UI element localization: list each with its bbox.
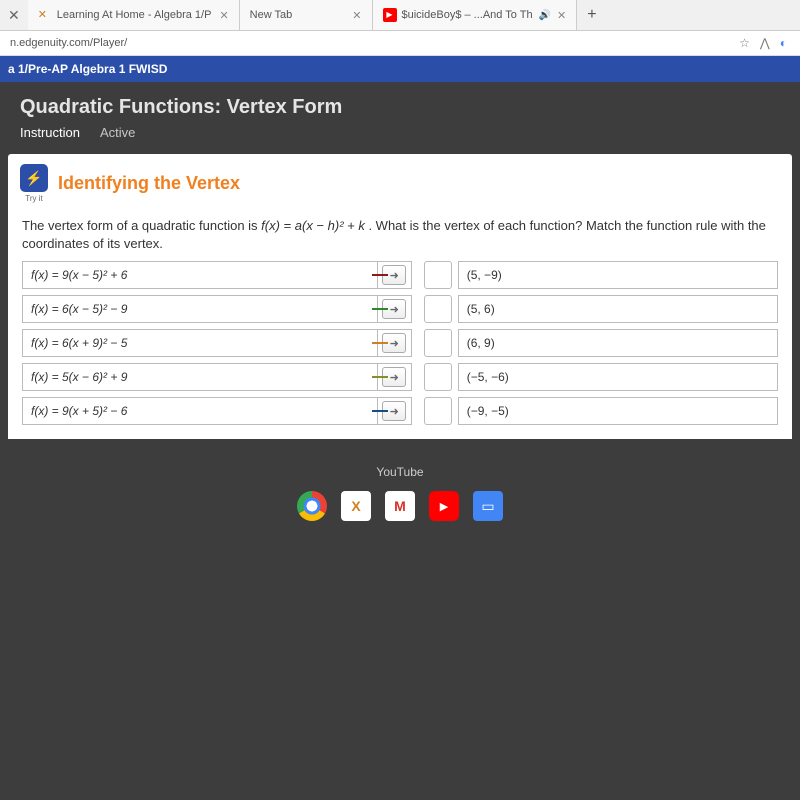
tab-active[interactable]: Active	[100, 125, 135, 140]
new-tab-button[interactable]: +	[577, 6, 606, 24]
url-text[interactable]: n.edgenuity.com/Player/	[5, 37, 739, 49]
browser-tabs-bar: ✕ ✕ Learning At Home - Algebra 1/P ✕ New…	[0, 0, 800, 31]
answer-item: (−5, −6)	[424, 363, 778, 391]
function-item[interactable]: f(x) = 9(x − 5)² + 6 ➜	[22, 261, 412, 289]
answer-text: (−5, −6)	[458, 363, 778, 391]
function-item[interactable]: f(x) = 5(x − 6)² + 9 ➜	[22, 363, 412, 391]
close-tab-icon[interactable]: ✕	[557, 9, 566, 22]
matching-area: f(x) = 9(x − 5)² + 6 ➜ f(x) = 6(x − 5)² …	[8, 261, 792, 439]
function-item[interactable]: f(x) = 6(x + 9)² − 5 ➜	[22, 329, 412, 357]
extension-icon[interactable]: ⋀	[760, 36, 770, 50]
functions-column: f(x) = 9(x − 5)² + 6 ➜ f(x) = 6(x − 5)² …	[22, 261, 412, 425]
function-item[interactable]: f(x) = 6(x − 5)² − 9 ➜	[22, 295, 412, 323]
drop-target[interactable]	[424, 397, 452, 425]
tab-instruction[interactable]: Instruction	[20, 125, 80, 140]
activity-panel: ⚡ Try it Identifying the Vertex The vert…	[8, 154, 792, 439]
panel-title: Identifying the Vertex	[58, 173, 240, 194]
drag-handle[interactable]: ➜	[377, 296, 411, 322]
chrome-icon[interactable]	[297, 491, 327, 521]
drop-target[interactable]	[424, 329, 452, 357]
drag-handle[interactable]: ➜	[377, 398, 411, 424]
question-pre: The vertex form of a quadratic function …	[22, 218, 261, 233]
answers-column: (5, −9) (5, 6) (6, 9) (−5, −6)	[424, 261, 778, 425]
url-actions: ☆ ⋀ ◐	[739, 36, 795, 50]
star-icon[interactable]: ☆	[739, 36, 750, 50]
browser-tab[interactable]: ▶ $uicideBoy$ – ...And To Th 🔊 ✕	[373, 0, 578, 30]
profile-icon[interactable]: ◐	[780, 36, 787, 50]
function-text: f(x) = 5(x − 6)² + 9	[23, 364, 377, 390]
function-text: f(x) = 6(x − 5)² − 9	[23, 296, 377, 322]
screen: ✕ ✕ Learning At Home - Algebra 1/P ✕ New…	[0, 0, 800, 800]
drag-handle[interactable]: ➜	[377, 262, 411, 288]
answer-item: (−9, −5)	[424, 397, 778, 425]
answer-item: (6, 9)	[424, 329, 778, 357]
answer-text: (6, 9)	[458, 329, 778, 357]
url-bar: n.edgenuity.com/Player/ ☆ ⋀ ◐	[0, 31, 800, 56]
content-area: Quadratic Functions: Vertex Form Instruc…	[0, 82, 800, 800]
function-text: f(x) = 9(x + 5)² − 6	[23, 398, 377, 424]
lesson-title: Quadratic Functions: Vertex Form	[20, 96, 780, 119]
question-text: The vertex form of a quadratic function …	[8, 213, 792, 261]
close-tab-icon[interactable]: ✕	[0, 7, 28, 24]
answer-text: (5, −9)	[458, 261, 778, 289]
function-text: f(x) = 6(x + 9)² − 5	[23, 330, 377, 356]
panel-header: ⚡ Try it Identifying the Vertex	[8, 154, 792, 213]
lesson-tabs: Instruction Active	[20, 125, 780, 140]
youtube-tooltip: YouTube	[0, 439, 800, 485]
taskbar-dock: X M ▶ ▭	[0, 485, 800, 535]
youtube-icon[interactable]: ▶	[429, 491, 459, 521]
function-text: f(x) = 9(x − 5)² + 6	[23, 262, 377, 288]
browser-tab[interactable]: New Tab ✕	[240, 0, 373, 30]
tab-favicon-icon: ✕	[38, 8, 52, 22]
course-title: a 1/Pre-AP Algebra 1 FWISD	[8, 62, 167, 76]
drop-target[interactable]	[424, 295, 452, 323]
tab-label: Learning At Home - Algebra 1/P	[57, 9, 212, 21]
answer-item: (5, −9)	[424, 261, 778, 289]
answer-text: (−9, −5)	[458, 397, 778, 425]
audio-icon[interactable]: 🔊	[539, 10, 551, 21]
question-formula: f(x) = a(x − h)² + k	[261, 218, 365, 233]
drag-handle[interactable]: ➜	[377, 330, 411, 356]
drag-handle[interactable]: ➜	[377, 364, 411, 390]
docs-icon[interactable]: ▭	[473, 491, 503, 521]
tryit-badge: ⚡ Try it	[20, 164, 48, 203]
course-bar: a 1/Pre-AP Algebra 1 FWISD	[0, 56, 800, 82]
browser-tab[interactable]: ✕ Learning At Home - Algebra 1/P ✕	[28, 0, 240, 30]
answer-item: (5, 6)	[424, 295, 778, 323]
close-tab-icon[interactable]: ✕	[352, 9, 361, 22]
tryit-icon: ⚡	[20, 164, 48, 192]
lesson-header: Quadratic Functions: Vertex Form Instruc…	[0, 82, 800, 148]
close-tab-icon[interactable]: ✕	[219, 9, 228, 22]
tab-label: $uicideBoy$ – ...And To Th	[402, 9, 533, 21]
drop-target[interactable]	[424, 261, 452, 289]
drop-target[interactable]	[424, 363, 452, 391]
edgenuity-icon[interactable]: X	[341, 491, 371, 521]
tab-label: New Tab	[250, 9, 293, 21]
youtube-favicon-icon: ▶	[383, 8, 397, 22]
gmail-icon[interactable]: M	[385, 491, 415, 521]
function-item[interactable]: f(x) = 9(x + 5)² − 6 ➜	[22, 397, 412, 425]
tryit-label: Try it	[20, 194, 48, 203]
answer-text: (5, 6)	[458, 295, 778, 323]
